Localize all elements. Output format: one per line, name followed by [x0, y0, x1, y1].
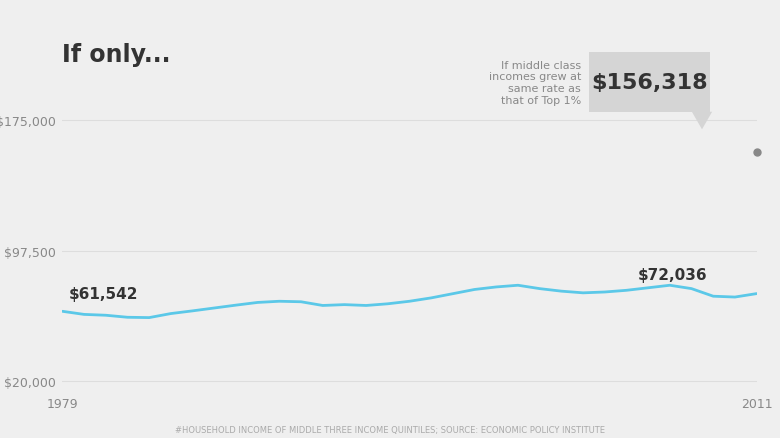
Text: $156,318: $156,318 [591, 73, 707, 93]
Text: $72,036: $72,036 [637, 267, 707, 282]
Text: #HOUSEHOLD INCOME OF MIDDLE THREE INCOME QUINTILES; SOURCE: ECONOMIC POLICY INST: #HOUSEHOLD INCOME OF MIDDLE THREE INCOME… [175, 424, 605, 434]
Text: If middle class
incomes grew at
same rate as
that of Top 1%: If middle class incomes grew at same rat… [489, 60, 581, 105]
Text: $61,542: $61,542 [69, 286, 138, 302]
Text: If only...: If only... [62, 43, 171, 67]
